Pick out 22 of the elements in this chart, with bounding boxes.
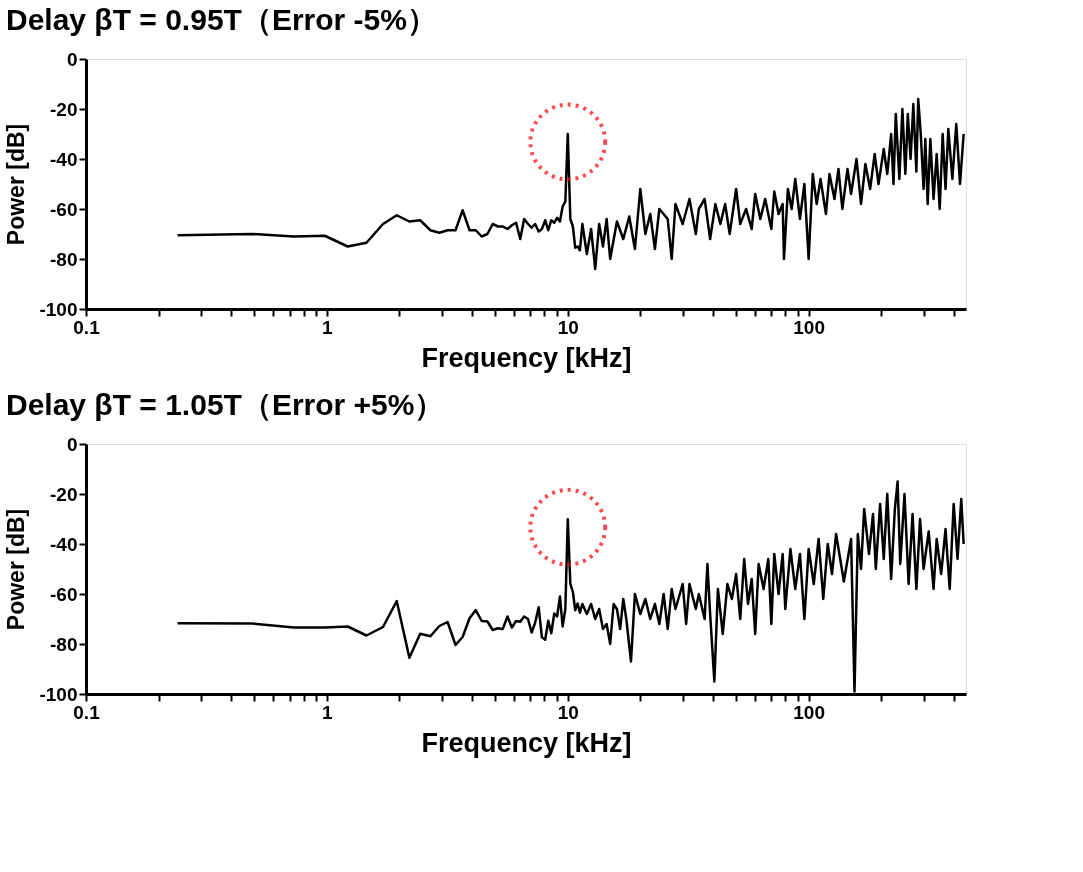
x-axis-title: Frequency [kHz] bbox=[421, 342, 632, 373]
y-tick-label: -60 bbox=[50, 198, 78, 220]
y-tick-label: -60 bbox=[50, 583, 78, 605]
y-tick-label: -20 bbox=[50, 98, 78, 120]
x-tick-label: 100 bbox=[793, 316, 825, 338]
y-tick-label: -20 bbox=[50, 483, 78, 505]
x-tick-label: 1 bbox=[322, 701, 334, 723]
x-tick-label: 1 bbox=[322, 316, 334, 338]
chart-title: Delay βT = 1.05T（Error +5%） bbox=[5, 388, 445, 421]
x-tick-label: 10 bbox=[557, 701, 579, 723]
y-axis-title: Power [dB] bbox=[3, 123, 30, 246]
x-tick-label: 10 bbox=[557, 316, 579, 338]
y-tick-label: 0 bbox=[66, 48, 78, 70]
y-tick-label: -80 bbox=[50, 633, 78, 655]
y-tick-label: -40 bbox=[50, 533, 78, 555]
chart-title: Delay βT = 0.95T（Error -5%） bbox=[5, 3, 437, 36]
y-tick-label: -80 bbox=[50, 248, 78, 270]
y-tick-label: -40 bbox=[50, 148, 78, 170]
x-axis-title: Frequency [kHz] bbox=[421, 727, 632, 758]
y-axis-title: Power [dB] bbox=[3, 508, 30, 631]
x-tick-label: 100 bbox=[793, 701, 825, 723]
y-tick-label: 0 bbox=[66, 433, 78, 455]
